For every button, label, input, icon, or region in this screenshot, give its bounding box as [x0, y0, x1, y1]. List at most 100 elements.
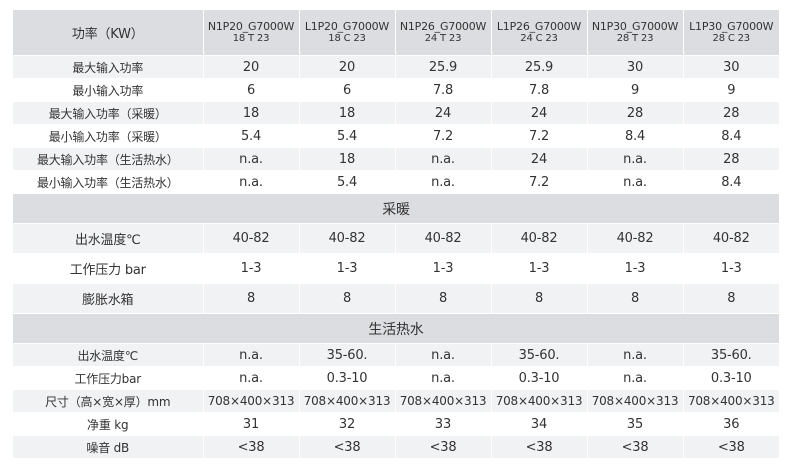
table-cell: 6: [203, 78, 300, 102]
table-cell: 0.3-10: [683, 366, 779, 390]
row-label: 最大输入功率（生活热水）: [13, 147, 204, 171]
row-label: 工作压力bar: [13, 366, 204, 390]
table-cell: 708×400×313: [587, 389, 684, 413]
table-row: 最小输入功率 6 6 7.8 7.8 9 9: [13, 78, 779, 102]
model-variant: 24 T 23: [424, 33, 462, 44]
table-cell: n.a.: [203, 147, 300, 171]
table-cell: n.a.: [395, 366, 492, 390]
model-name: N1P20_G7000W: [207, 20, 295, 33]
table-cell: 40-82: [491, 223, 588, 254]
table-cell: <38: [299, 435, 396, 459]
table-cell: 7.2: [491, 170, 588, 194]
table-cell: 5.4: [203, 124, 300, 148]
row-label: 尺寸（高×宽×厚）mm: [13, 389, 204, 413]
model-header: L1P30_G7000W 28 C 23: [683, 10, 779, 56]
table-cell: 28: [587, 101, 684, 125]
table-cell: 33: [395, 412, 492, 436]
row-label: 噪音 dB: [13, 435, 204, 459]
table-row: 最小输入功率（采暖） 5.4 5.4 7.2 7.2 8.4 8.4: [13, 124, 779, 148]
section-header-heating: 采暖: [13, 193, 779, 224]
model-name: N1P26_G7000W: [399, 20, 487, 33]
table-cell: 8: [491, 283, 588, 314]
model-header: L1P26_G7000W 24 C 23: [491, 10, 588, 56]
table-cell: 5.4: [299, 170, 396, 194]
table-cell: <38: [491, 435, 588, 459]
row-label: 最大输入功率: [13, 55, 204, 79]
table-cell: 35: [587, 412, 684, 436]
table-cell: 8.4: [587, 124, 684, 148]
table-row: 净重 kg 31 32 33 34 35 36: [13, 412, 779, 436]
table-cell: 30: [683, 55, 779, 79]
table-cell: 20: [299, 55, 396, 79]
table-cell: 35-60.: [299, 343, 396, 367]
table-cell: 8.4: [683, 124, 779, 148]
table-cell: n.a.: [587, 343, 684, 367]
table-cell: 8: [395, 283, 492, 314]
model-header: N1P26_G7000W 24 T 23: [395, 10, 492, 56]
table-row: 最大输入功率（生活热水） n.a. 18 n.a. 24 n.a. 28: [13, 147, 779, 171]
table-row: 出水温度℃ 40-82 40-82 40-82 40-82 40-82 40-8…: [13, 223, 779, 254]
table-cell: 708×400×313: [491, 389, 588, 413]
table-cell: 9: [587, 78, 684, 102]
table-cell: 36: [683, 412, 779, 436]
row-label: 最小输入功率: [13, 78, 204, 102]
table-cell: 28: [683, 101, 779, 125]
table-cell: 708×400×313: [203, 389, 300, 413]
table-cell: 18: [299, 147, 396, 171]
table-cell: 24: [491, 101, 588, 125]
section-title: 生活热水: [13, 313, 779, 344]
table-cell: 6: [299, 78, 396, 102]
table-row: 尺寸（高×宽×厚）mm 708×400×313 708×400×313 708×…: [13, 389, 779, 413]
table-cell: 708×400×313: [299, 389, 396, 413]
table-cell: 34: [491, 412, 588, 436]
table-cell: 24: [395, 101, 492, 125]
row-label: 净重 kg: [13, 412, 204, 436]
table-cell: 5.4: [299, 124, 396, 148]
table-cell: 31: [203, 412, 300, 436]
model-name: L1P26_G7000W: [496, 20, 582, 33]
table-cell: 1-3: [587, 253, 684, 284]
table-cell: 18: [299, 101, 396, 125]
table-cell: n.a.: [203, 366, 300, 390]
row-label: 最小输入功率（采暖）: [13, 124, 204, 148]
table-cell: 30: [587, 55, 684, 79]
table-cell: 8: [299, 283, 396, 314]
table-cell: 40-82: [203, 223, 300, 254]
table-cell: 20: [203, 55, 300, 79]
table-cell: 7.2: [491, 124, 588, 148]
table-cell: 24: [491, 147, 588, 171]
table-cell: <38: [587, 435, 684, 459]
table-cell: 32: [299, 412, 396, 436]
model-variant: 18 C 23: [328, 33, 366, 44]
table-cell: 8: [587, 283, 684, 314]
table-cell: <38: [683, 435, 779, 459]
table-cell: 1-3: [491, 253, 588, 284]
table-cell: 40-82: [683, 223, 779, 254]
table-row: 最大输入功率（采暖） 18 18 24 24 28 28: [13, 101, 779, 125]
model-header: L1P20_G7000W 18 C 23: [299, 10, 396, 56]
table-cell: n.a.: [203, 343, 300, 367]
table-cell: 40-82: [587, 223, 684, 254]
table-cell: n.a.: [395, 343, 492, 367]
model-variant: 18 T 23: [232, 33, 270, 44]
table-cell: 25.9: [491, 55, 588, 79]
table-cell: 708×400×313: [683, 389, 779, 413]
table-cell: n.a.: [395, 170, 492, 194]
table-cell: 25.9: [395, 55, 492, 79]
table-cell: n.a.: [203, 170, 300, 194]
table-row: 工作压力 bar 1-3 1-3 1-3 1-3 1-3 1-3: [13, 253, 779, 284]
table-cell: 8: [683, 283, 779, 314]
model-variant: 28 C 23: [712, 33, 751, 44]
row-label: 工作压力 bar: [13, 253, 204, 284]
table-cell: 18: [203, 101, 300, 125]
table-cell: 7.8: [491, 78, 588, 102]
model-name: N1P30_G7000W: [591, 20, 679, 33]
table-cell: 0.3-10: [299, 366, 396, 390]
table-cell: 8.4: [683, 170, 779, 194]
table-cell: <38: [395, 435, 492, 459]
table-cell: <38: [203, 435, 300, 459]
row-label: 膨胀水箱: [13, 283, 204, 314]
table-cell: 40-82: [395, 223, 492, 254]
table-cell: n.a.: [587, 366, 684, 390]
table-cell: 1-3: [203, 253, 300, 284]
